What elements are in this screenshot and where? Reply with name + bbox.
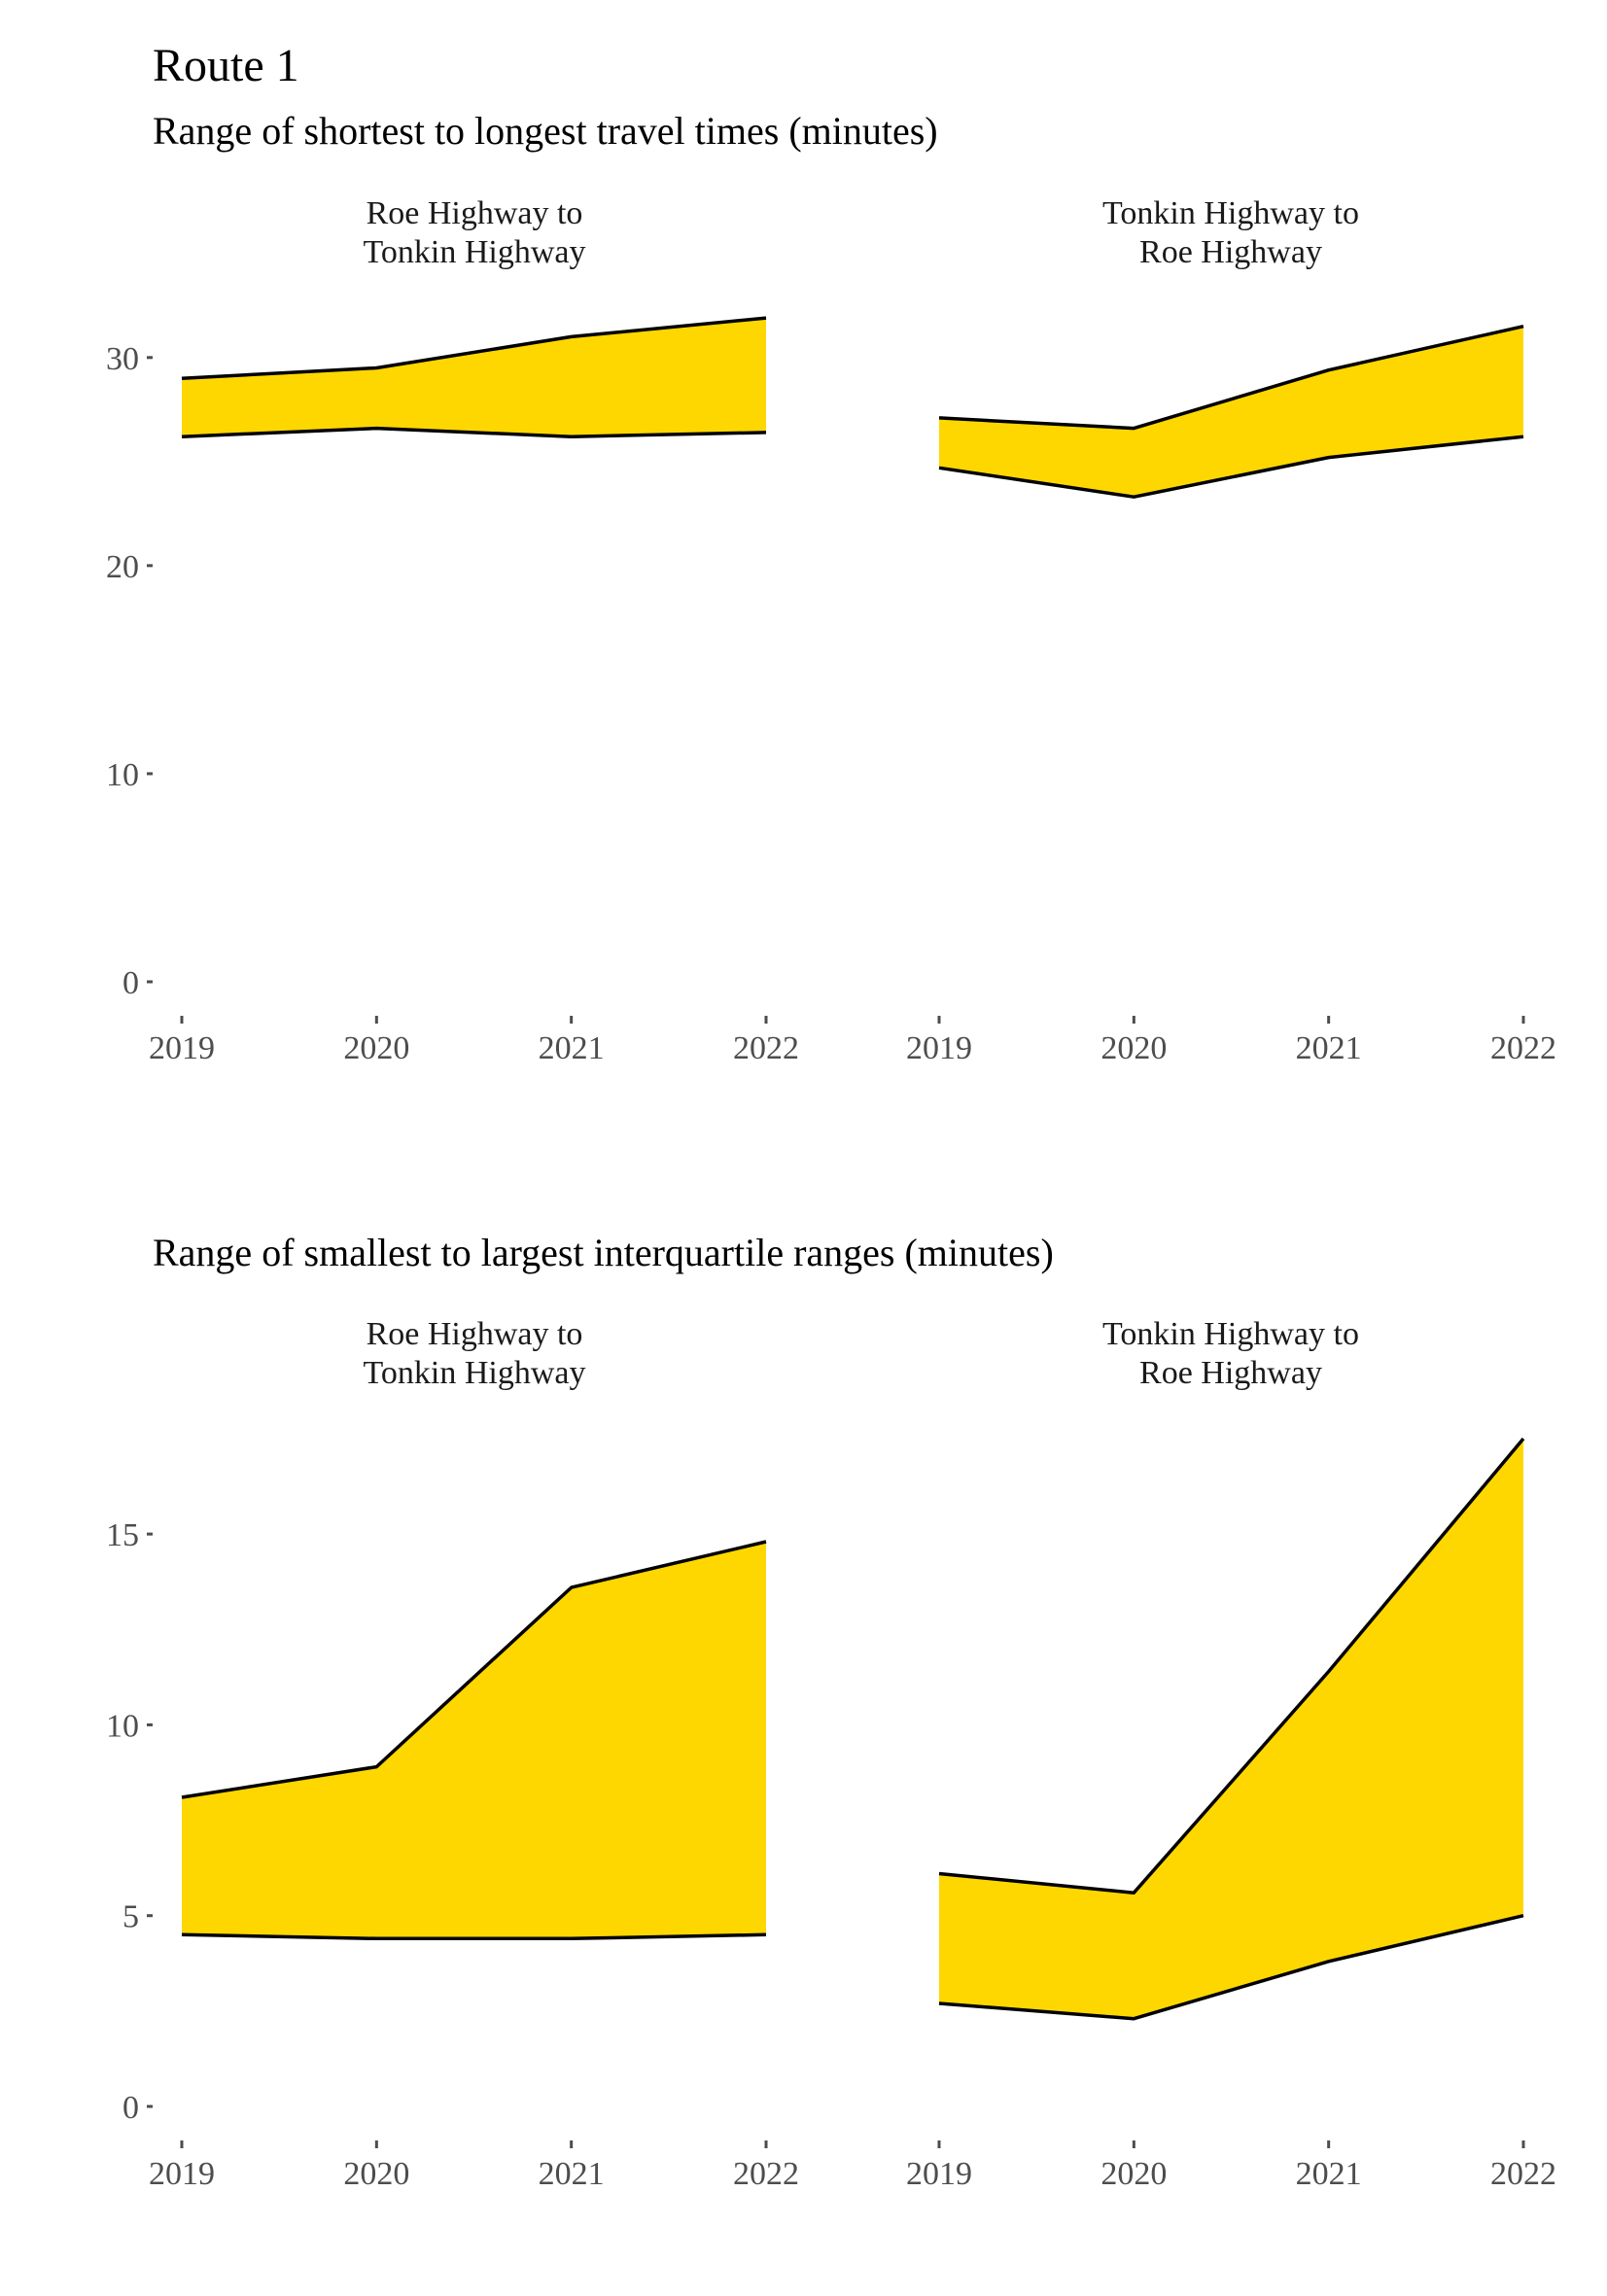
range-ribbon bbox=[182, 1542, 766, 1939]
facet-strip-label: Roe Highway to Tonkin Highway bbox=[364, 1316, 586, 1391]
x-tick-label: 2019 bbox=[149, 1030, 215, 1066]
x-tick-label: 2022 bbox=[1490, 1030, 1556, 1066]
x-tick-label: 2021 bbox=[1296, 2156, 1362, 2192]
figure-title: Route 1 bbox=[153, 40, 299, 91]
chart-layer: Range of shortest to longest travel time… bbox=[106, 109, 1556, 2192]
upper-line bbox=[938, 1437, 1525, 1895]
panel-2: Tonkin Highway to Roe Highway 2019 2020 2021… bbox=[906, 195, 1556, 1066]
chart-subtitle: Range of smallest to largest interquarti… bbox=[153, 1231, 1054, 1274]
facet-strip-label: Tonkin Highway to Roe Highway bbox=[1102, 195, 1359, 270]
x-tick-label: 2021 bbox=[539, 1030, 605, 1066]
panel-2: Tonkin Highway to Roe Highway 2019 2020 2021… bbox=[906, 1316, 1556, 2192]
upper-line bbox=[181, 316, 767, 380]
range-ribbon bbox=[182, 318, 766, 437]
lower-line bbox=[181, 426, 767, 438]
x-tick-label: 2021 bbox=[1296, 1030, 1362, 1066]
facet-strip-label: Roe Highway to Tonkin Highway bbox=[364, 195, 586, 270]
y-tick-label: 0 bbox=[122, 2090, 139, 2126]
y-tick-label: 30 bbox=[106, 341, 139, 377]
upper-line bbox=[181, 1540, 767, 1799]
x-tick-label: 2020 bbox=[1100, 2156, 1167, 2192]
panel-1: Roe Highway to Tonkin Highway 2019 2020 2021… bbox=[149, 1316, 799, 2192]
range-ribbon bbox=[939, 1439, 1523, 2019]
x-tick-label: 2019 bbox=[906, 1030, 972, 1066]
y-tick-label: 10 bbox=[106, 757, 139, 793]
panel-1: Roe Highway to Tonkin Highway 2019 2020 2021… bbox=[149, 195, 799, 1066]
chart-1: Range of shortest to longest travel time… bbox=[106, 109, 1556, 1066]
x-tick-label: 2022 bbox=[733, 2156, 799, 2192]
y-tick-label: 15 bbox=[106, 1517, 139, 1553]
range-ribbon bbox=[939, 326, 1523, 498]
x-tick-label: 2019 bbox=[906, 2156, 972, 2192]
lower-line bbox=[938, 1913, 1524, 2021]
y-tick-label: 0 bbox=[122, 965, 139, 1001]
y-tick-label: 20 bbox=[106, 549, 139, 585]
x-tick-label: 2022 bbox=[1490, 2156, 1556, 2192]
y-tick-label: 5 bbox=[122, 1899, 139, 1935]
lower-line bbox=[938, 435, 1524, 499]
x-tick-label: 2020 bbox=[1100, 1030, 1167, 1066]
x-tick-label: 2021 bbox=[539, 2156, 605, 2192]
upper-line bbox=[938, 324, 1524, 431]
x-tick-label: 2020 bbox=[343, 1030, 409, 1066]
x-tick-label: 2019 bbox=[149, 2156, 215, 2192]
x-tick-label: 2020 bbox=[343, 2156, 409, 2192]
facet-strip-label: Tonkin Highway to Roe Highway bbox=[1102, 1316, 1359, 1391]
y-tick-label: 10 bbox=[106, 1708, 139, 1744]
chart-2: Range of smallest to largest interquarti… bbox=[106, 1231, 1556, 2192]
lower-line bbox=[181, 1932, 767, 1941]
x-tick-label: 2022 bbox=[733, 1030, 799, 1066]
chart-subtitle: Range of shortest to longest travel time… bbox=[153, 109, 938, 153]
